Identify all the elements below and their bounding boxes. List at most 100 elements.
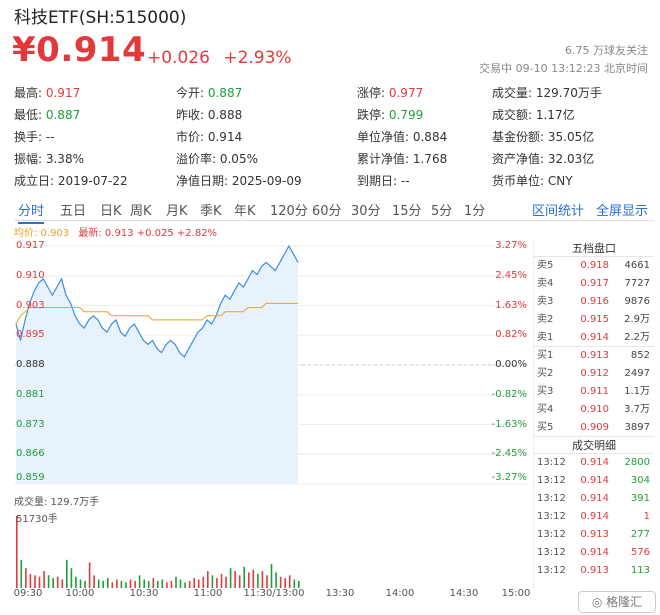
- volume-bar: [211, 575, 214, 588]
- trade-row: 13:12 0.913 113: [534, 562, 654, 580]
- stat-value: 0.917: [45, 86, 81, 100]
- stat-label: 最低:: [14, 108, 46, 122]
- ask-volume: 7727: [624, 278, 650, 289]
- stat-value: 0.977: [388, 86, 424, 100]
- tab-6[interactable]: 年K: [234, 204, 256, 219]
- ask-volume: 2.9万: [624, 314, 650, 325]
- volume-bar: [125, 582, 127, 588]
- volume-bar: [138, 575, 141, 588]
- volume-bar: [229, 568, 232, 588]
- stat-value: --: [400, 174, 410, 188]
- volume-bar: [107, 578, 109, 588]
- tab-7[interactable]: 120分: [270, 204, 308, 219]
- volume-bar: [56, 576, 59, 588]
- stat-label: 市价:: [176, 130, 208, 144]
- change-amount: +0.026: [147, 48, 210, 68]
- stat-value: 1.768: [412, 152, 448, 166]
- volume-bar: [170, 580, 173, 588]
- volume-bar: [238, 575, 241, 588]
- bid-row: 买5 0.909 3897: [534, 419, 654, 437]
- volume-bar: [216, 578, 218, 588]
- bid-row: 买2 0.912 2497: [534, 365, 654, 383]
- stat-value: --: [45, 130, 55, 144]
- x-axis-label: 11:30/13:00: [243, 588, 305, 599]
- tab-0[interactable]: 分时: [18, 200, 45, 224]
- x-axis-label: 09:30: [13, 588, 43, 599]
- trade-row: 13:12 0.914 2800: [534, 454, 654, 472]
- volume-bar: [184, 582, 186, 588]
- bid-price: 0.909: [580, 422, 609, 433]
- stat-label: 振幅:: [14, 152, 46, 166]
- tab-link-0[interactable]: 区间统计: [532, 204, 585, 219]
- intraday-chart[interactable]: 0.917 0.910 0.903 0.895 0.888 0.881 0.873 0.866…: [14, 240, 529, 490]
- volume-bar: [157, 580, 159, 588]
- stat-label: 昨收:: [176, 108, 208, 122]
- bid-row: 买3 0.911 1.1万: [534, 383, 654, 401]
- y-axis-label-right: -3.27%: [491, 472, 527, 483]
- follower-count[interactable]: 6.75 万球友关注: [565, 44, 648, 57]
- volume-bar: [66, 559, 68, 588]
- stat-value: 1.17亿: [535, 108, 575, 122]
- y-axis-label-left: 0.888: [16, 359, 45, 370]
- avg-price-legend: 均价: 0.903: [14, 228, 70, 239]
- y-axis-label-left: 0.917: [16, 240, 45, 251]
- volume-bar: [220, 573, 223, 588]
- trade-time: 13:12: [537, 457, 566, 468]
- y-axis-label-left: 0.903: [16, 299, 45, 311]
- ask-volume: 4661: [624, 260, 650, 271]
- stat-item: 净值日期: 2025-09-09: [176, 172, 302, 189]
- volume-bar: [129, 579, 132, 588]
- stat-item: 成立日: 2019-07-22: [14, 172, 128, 189]
- order-book: 五档盘口 卖5 0.918 4661 卖4 0.917 7727 卖3 0.916 9876 卖2 0…: [533, 240, 654, 588]
- trade-time: 13:12: [537, 529, 566, 540]
- volume-bar: [34, 575, 36, 588]
- stat-item: 振幅: 3.38%: [14, 150, 84, 167]
- stat-value: 0.887: [45, 108, 81, 122]
- stat-item: 累计净值: 1.768: [357, 150, 447, 167]
- stat-label: 成交额:: [492, 108, 536, 122]
- stat-item: 到期日: --: [357, 172, 410, 189]
- stat-label: 涨停:: [357, 86, 389, 100]
- ask-row: 卖3 0.916 9876: [534, 293, 654, 311]
- volume-chart[interactable]: 51730手: [14, 508, 529, 588]
- x-axis-label: 13:30: [325, 588, 355, 599]
- volume-bar: [175, 576, 177, 588]
- y-axis-label-right: 0.00%: [495, 359, 527, 370]
- tab-9[interactable]: 30分: [351, 204, 381, 219]
- y-axis-label-right: -2.45%: [491, 448, 527, 460]
- volume-bar: [111, 582, 114, 588]
- stat-label: 最高:: [14, 86, 46, 100]
- bid-price: 0.913: [580, 350, 609, 361]
- tab-link-1[interactable]: 全屏显示: [596, 204, 649, 219]
- volume-bar: [197, 579, 200, 588]
- ask-price: 0.916: [580, 296, 609, 307]
- stat-label: 净值日期:: [176, 174, 232, 188]
- tab-1[interactable]: 五日: [60, 204, 87, 219]
- tab-5[interactable]: 季K: [200, 204, 222, 219]
- trade-time: 13:12: [537, 511, 566, 522]
- bid-row: 买4 0.910 3.7万: [534, 401, 654, 419]
- ask-level: 卖4: [537, 278, 554, 289]
- tab-12[interactable]: 1分: [464, 204, 486, 219]
- bid-price: 0.912: [580, 368, 609, 379]
- trades-title: 成交明细: [534, 437, 654, 454]
- stat-value: 0.884: [412, 130, 448, 144]
- stat-item: 溢价率: 0.05%: [176, 150, 258, 167]
- ask-row: 卖1 0.914 2.2万: [534, 329, 654, 347]
- stat-value: 32.03亿: [547, 152, 595, 166]
- x-axis-label: 10:00: [65, 588, 95, 599]
- price-change: +0.026 +2.93%: [147, 48, 300, 68]
- tab-4[interactable]: 月K: [166, 204, 188, 219]
- trade-price: 0.913: [580, 529, 609, 540]
- stat-label: 累计净值:: [357, 152, 413, 166]
- ask-volume: 2.2万: [624, 332, 650, 343]
- volume-bar: [20, 559, 23, 588]
- bid-volume: 3897: [624, 422, 650, 433]
- stat-item: 昨收: 0.888: [176, 106, 242, 123]
- tab-2[interactable]: 日K: [100, 204, 122, 219]
- tab-8[interactable]: 60分: [312, 204, 342, 219]
- trade-volume: 113: [630, 565, 650, 576]
- tab-11[interactable]: 5分: [431, 204, 453, 219]
- tab-3[interactable]: 周K: [130, 204, 152, 219]
- tab-10[interactable]: 15分: [392, 204, 422, 219]
